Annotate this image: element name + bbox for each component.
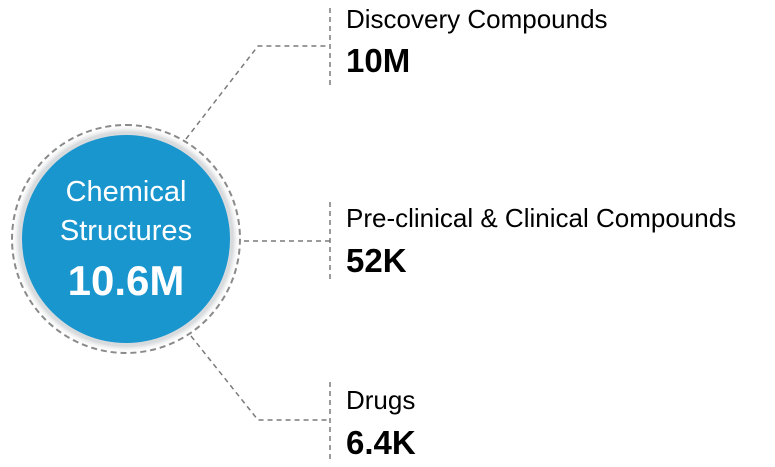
connector-discovery: [185, 45, 330, 140]
connector-drugs: [190, 335, 330, 421]
branch-value-preclinical: 52K: [346, 242, 407, 279]
hub-circle: Chemical Structures 10.6M: [22, 135, 230, 343]
branch-label-drugs: Drugs: [346, 385, 416, 415]
branch-value-drugs: 6.4K: [346, 424, 416, 461]
branch-label-preclinical: Pre-clinical & Clinical Compounds: [346, 203, 737, 233]
branch-value-discovery: 10M: [346, 42, 411, 79]
branch-label-discovery: Discovery Compounds: [346, 4, 608, 34]
hub-title-line1: Chemical: [65, 176, 187, 208]
hub-total-value: 10.6M: [67, 257, 185, 304]
hub-title-line2: Structures: [59, 215, 193, 247]
